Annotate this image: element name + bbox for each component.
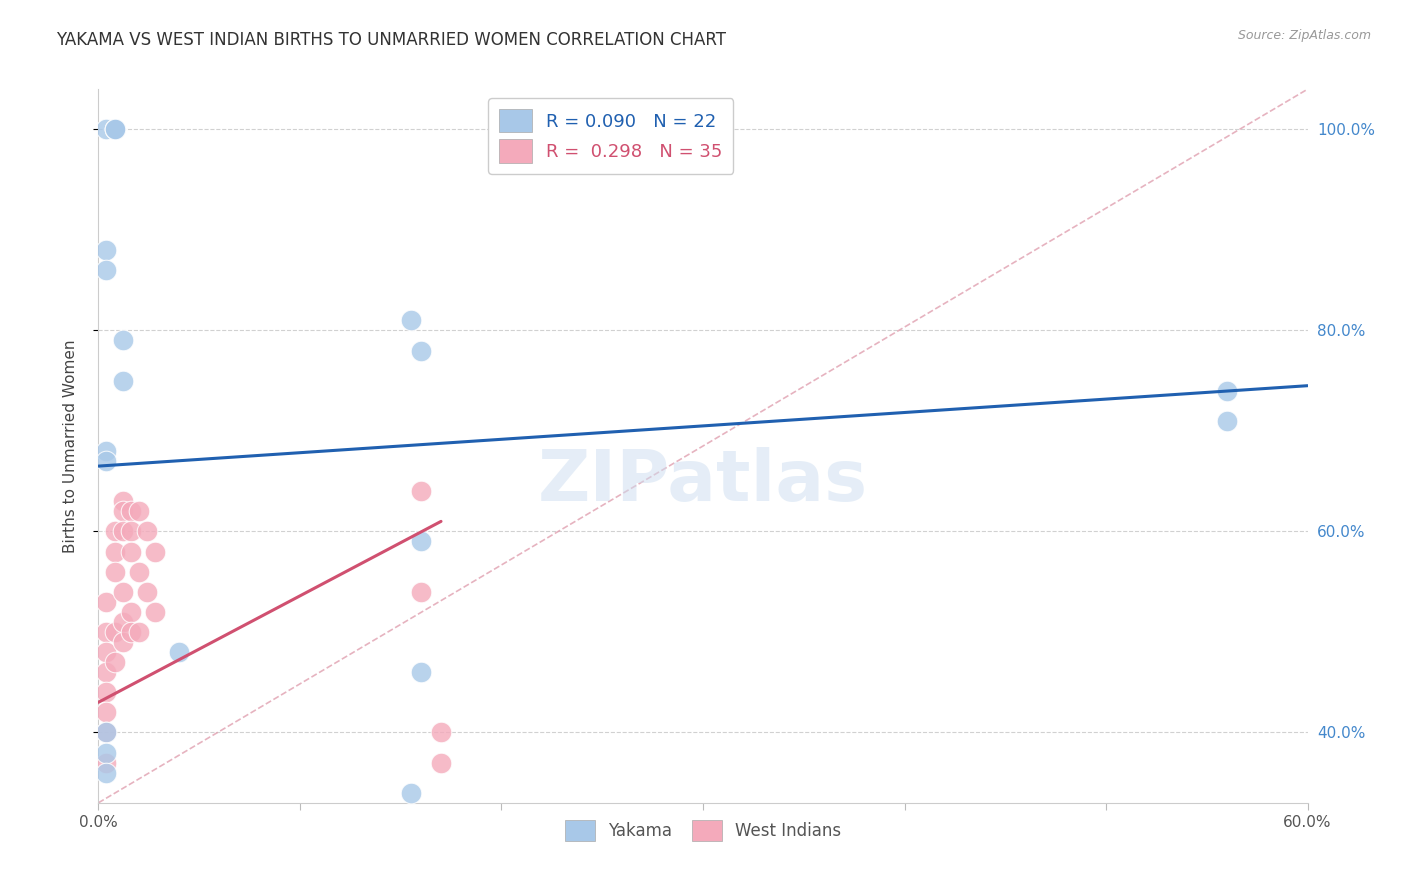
Point [96,725,118,739]
Point [1216,384,1239,398]
Point [409,830,432,845]
Point [111,504,134,518]
Point [96,263,118,277]
Text: Source: ZipAtlas.com: Source: ZipAtlas.com [1237,29,1371,42]
Point [399,786,422,800]
Point [103,122,125,136]
Point [111,334,134,348]
Point [409,584,432,599]
Point [96,444,118,458]
Point [103,122,125,136]
Point [96,665,118,680]
Point [103,655,125,669]
Point [96,685,118,699]
Point [96,746,118,760]
Text: ZIPatlas: ZIPatlas [538,447,868,516]
Point [399,313,422,327]
Point [111,524,134,539]
Point [111,615,134,629]
Point [167,645,190,659]
Point [96,624,118,639]
Point [128,624,150,639]
Point [430,756,453,770]
Point [103,624,125,639]
Point [111,374,134,388]
Point [409,665,432,680]
Point [143,544,166,558]
Point [111,494,134,508]
Point [409,343,432,358]
Point [135,524,157,539]
Point [143,605,166,619]
Point [96,645,118,659]
Point [96,756,118,770]
Point [120,504,142,518]
Y-axis label: Births to Unmarried Women: Births to Unmarried Women [63,339,77,553]
Point [128,565,150,579]
Point [103,544,125,558]
Point [96,122,118,136]
Point [120,524,142,539]
Point [103,565,125,579]
Point [120,605,142,619]
Point [120,544,142,558]
Point [409,534,432,549]
Point [103,524,125,539]
Point [96,595,118,609]
Point [96,706,118,720]
Point [96,243,118,257]
Text: YAKAMA VS WEST INDIAN BIRTHS TO UNMARRIED WOMEN CORRELATION CHART: YAKAMA VS WEST INDIAN BIRTHS TO UNMARRIE… [56,31,727,49]
Legend: Yakama, West Indians: Yakama, West Indians [558,814,848,848]
Point [96,725,118,739]
Point [135,584,157,599]
Point [1216,414,1239,428]
Point [430,725,453,739]
Point [111,584,134,599]
Point [111,635,134,649]
Point [128,504,150,518]
Point [120,624,142,639]
Point [96,765,118,780]
Point [409,484,432,499]
Point [103,122,125,136]
Point [96,454,118,468]
